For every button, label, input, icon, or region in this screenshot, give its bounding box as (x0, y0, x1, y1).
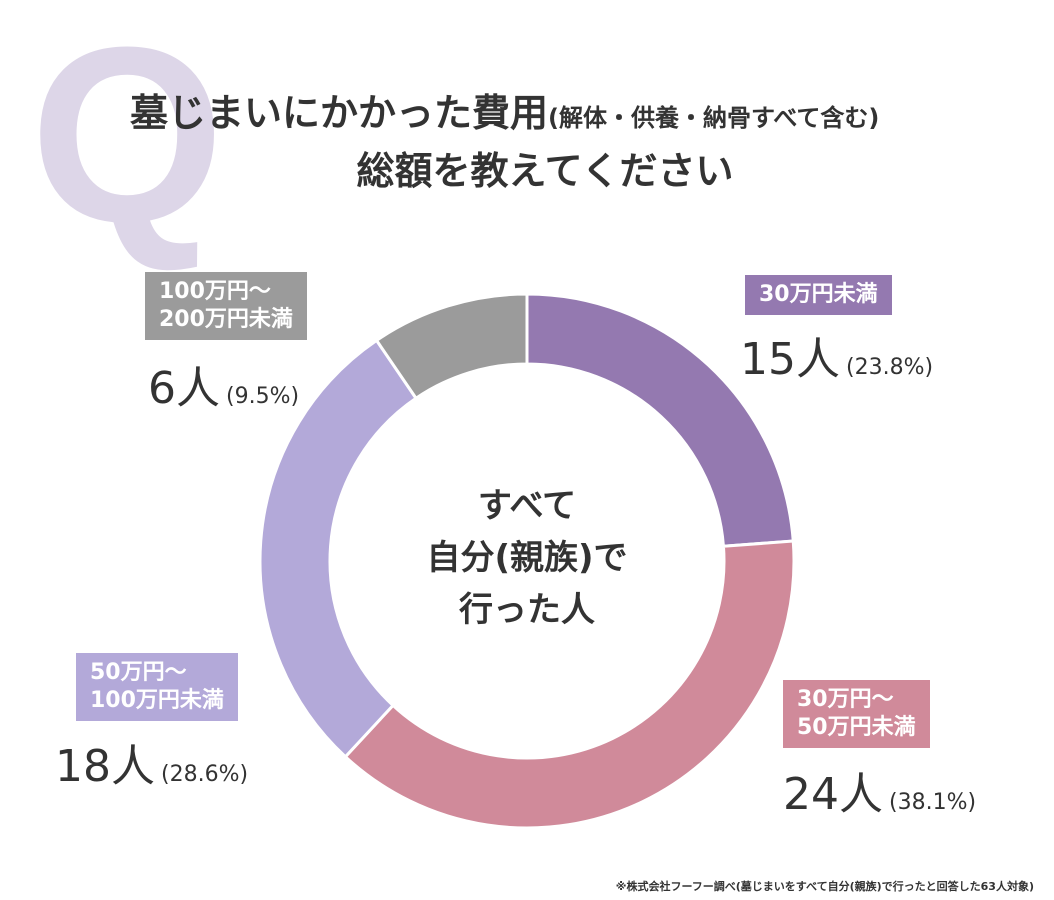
tag-under-30: 30万円未満 (745, 275, 892, 315)
value-under-30: 15人 (23.8%) (740, 323, 933, 387)
tag-100-200: 100万円〜 200万円未満 (145, 272, 307, 340)
percent: (9.5%) (226, 384, 300, 409)
percent: (38.1%) (889, 790, 977, 815)
value-30-50: 24人 (38.1%) (783, 758, 976, 822)
title-line2: 総額を教えてください (356, 149, 734, 193)
footnote: ※株式会社フーフー調べ(墓じまいをすべて自分(親族)で行ったと回答した63人対象… (615, 880, 1034, 893)
donut-slice-3 (374, 292, 529, 401)
title-main: 墓じまいにかかった費用 (130, 91, 549, 135)
donut-slice-1 (343, 539, 796, 830)
value-100-200: 6人 (9.5%) (148, 352, 299, 416)
count: 15人 (740, 334, 840, 385)
percent: (28.6%) (161, 762, 249, 787)
percent: (23.8%) (846, 355, 934, 380)
title-note: (解体・供養・納骨すべて含む) (548, 104, 880, 132)
tag-50-100: 50万円〜 100万円未満 (76, 653, 238, 721)
tag-30-50: 30万円〜 50万円未満 (783, 680, 930, 748)
value-50-100: 18人 (28.6%) (55, 730, 248, 794)
center-label: すべて 自分(親族)で 行った人 (426, 486, 628, 630)
count: 24人 (783, 769, 883, 820)
title-line1: 墓じまいにかかった費用(解体・供養・納骨すべて含む) (130, 82, 879, 137)
donut-slice-2 (258, 338, 419, 759)
q-mark: Q (30, 0, 225, 274)
count: 6人 (148, 363, 220, 414)
count: 18人 (55, 741, 155, 792)
